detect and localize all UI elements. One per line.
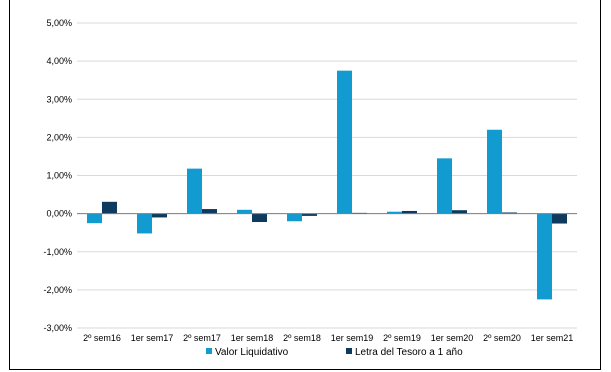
x-tick-label: 1er sem19 bbox=[331, 333, 374, 343]
legend-swatch bbox=[346, 348, 352, 354]
bar bbox=[487, 129, 502, 214]
bar bbox=[187, 168, 202, 214]
x-tick-label: 2º sem19 bbox=[383, 333, 421, 343]
legend: Valor Liquidativo Letra del Tesoro a 1 añ… bbox=[206, 347, 463, 358]
bar bbox=[237, 209, 252, 214]
bars bbox=[87, 70, 567, 300]
bar bbox=[537, 213, 552, 300]
bar bbox=[552, 213, 567, 224]
bar bbox=[337, 70, 352, 214]
x-tick-label: 2º sem20 bbox=[483, 333, 521, 343]
bar bbox=[302, 213, 317, 216]
bar bbox=[437, 158, 452, 214]
x-tick-label: 1er sem17 bbox=[131, 333, 174, 343]
bar bbox=[137, 213, 152, 234]
y-tick-label: 0,00% bbox=[46, 209, 72, 219]
bar bbox=[102, 201, 117, 214]
x-tick-label: 2º sem17 bbox=[183, 333, 221, 343]
legend-swatch bbox=[206, 348, 212, 354]
y-tick-label: 5,00% bbox=[46, 18, 72, 28]
bar bbox=[252, 213, 267, 223]
bar-chart: -3,00% -2,00% -1,00% 0,00% 1,00% 2,00% 3,00% 4,… bbox=[43, 18, 577, 358]
bar bbox=[87, 213, 102, 224]
y-tick-label: -1,00% bbox=[43, 247, 72, 257]
y-tick-label: -2,00% bbox=[43, 285, 72, 295]
y-tick-label: 3,00% bbox=[46, 94, 72, 104]
x-tick-label: 2º sem18 bbox=[283, 333, 321, 343]
x-tick-label: 1er sem20 bbox=[431, 333, 474, 343]
y-tick-label: 2,00% bbox=[46, 132, 72, 142]
x-tick-label: 2º sem16 bbox=[83, 333, 121, 343]
chart-frame: -3,00% -2,00% -1,00% 0,00% 1,00% 2,00% 3,00% 4,… bbox=[9, 0, 601, 370]
legend-label: Valor Liquidativo bbox=[215, 347, 289, 358]
x-tick-label: 1er sem18 bbox=[231, 333, 274, 343]
x-tick-label: 1er sem21 bbox=[531, 333, 574, 343]
bar bbox=[152, 213, 167, 218]
bar bbox=[202, 209, 217, 214]
x-axis-ticks: 2º sem16 1er sem17 2º sem17 1er sem18 2º sem… bbox=[83, 333, 573, 343]
y-tick-label: -3,00% bbox=[43, 323, 72, 333]
bar bbox=[402, 210, 417, 214]
y-tick-label: 1,00% bbox=[46, 171, 72, 181]
bar bbox=[287, 213, 302, 222]
legend-label: Letra del Tesoro a 1 año bbox=[355, 347, 463, 358]
y-axis-ticks: -3,00% -2,00% -1,00% 0,00% 1,00% 2,00% 3,00% 4,… bbox=[43, 18, 72, 333]
bar bbox=[387, 211, 402, 214]
y-tick-label: 4,00% bbox=[46, 56, 72, 66]
bar bbox=[502, 212, 517, 214]
bar bbox=[452, 210, 467, 214]
